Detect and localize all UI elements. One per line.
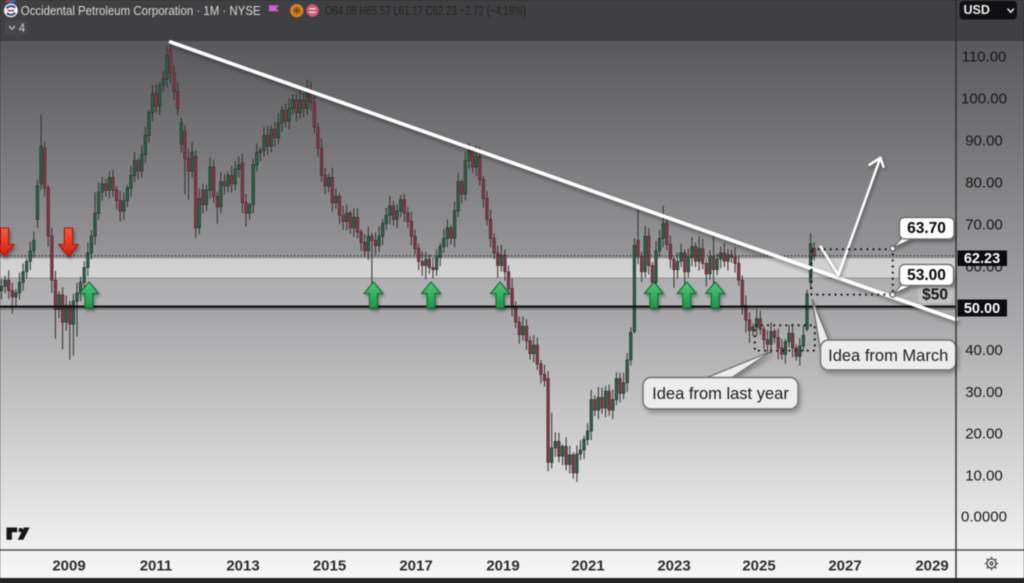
svg-text:2015: 2015: [313, 558, 346, 575]
svg-text:0.0000: 0.0000: [961, 509, 1007, 526]
svg-text:2027: 2027: [828, 558, 861, 575]
svg-text:2023: 2023: [657, 558, 690, 575]
svg-text:2017: 2017: [399, 558, 432, 575]
svg-text:53.00: 53.00: [907, 267, 946, 284]
svg-text:70.00: 70.00: [965, 216, 1003, 233]
svg-text:2025: 2025: [742, 558, 775, 575]
svg-text:$50: $50: [922, 287, 948, 304]
svg-text:110.00: 110.00: [962, 49, 1007, 66]
svg-text:62.23: 62.23: [964, 251, 1000, 267]
svg-text:2019: 2019: [486, 558, 519, 575]
svg-text:40.00: 40.00: [965, 342, 1003, 359]
svg-text:O64.08 H65.57 L61.17 C62.23 −2: O64.08 H65.57 L61.17 C62.23 −2.72 (−4.19…: [325, 3, 526, 18]
svg-text:30.00: 30.00: [965, 384, 1003, 401]
svg-text:20.00: 20.00: [965, 426, 1003, 443]
svg-text:2009: 2009: [52, 558, 85, 575]
svg-text:80.00: 80.00: [965, 174, 1003, 191]
svg-text:63.70: 63.70: [907, 220, 946, 237]
svg-text:USD: USD: [964, 3, 990, 17]
svg-text:2029: 2029: [915, 558, 948, 575]
svg-text:Idea from March: Idea from March: [828, 347, 948, 365]
svg-text:4: 4: [19, 23, 26, 35]
svg-text:Idea from last year: Idea from last year: [652, 385, 789, 403]
svg-text:50.00: 50.00: [964, 301, 1000, 317]
svg-text:2013: 2013: [226, 558, 259, 575]
svg-text:2021: 2021: [571, 558, 604, 575]
svg-text:100.00: 100.00: [961, 91, 1007, 108]
svg-text:2011: 2011: [140, 558, 173, 575]
svg-text:90.00: 90.00: [965, 133, 1003, 150]
svg-text:Occidental Petroleum Corporati: Occidental Petroleum Corporation · 1M · …: [21, 3, 261, 18]
svg-text:10.00: 10.00: [965, 468, 1003, 485]
